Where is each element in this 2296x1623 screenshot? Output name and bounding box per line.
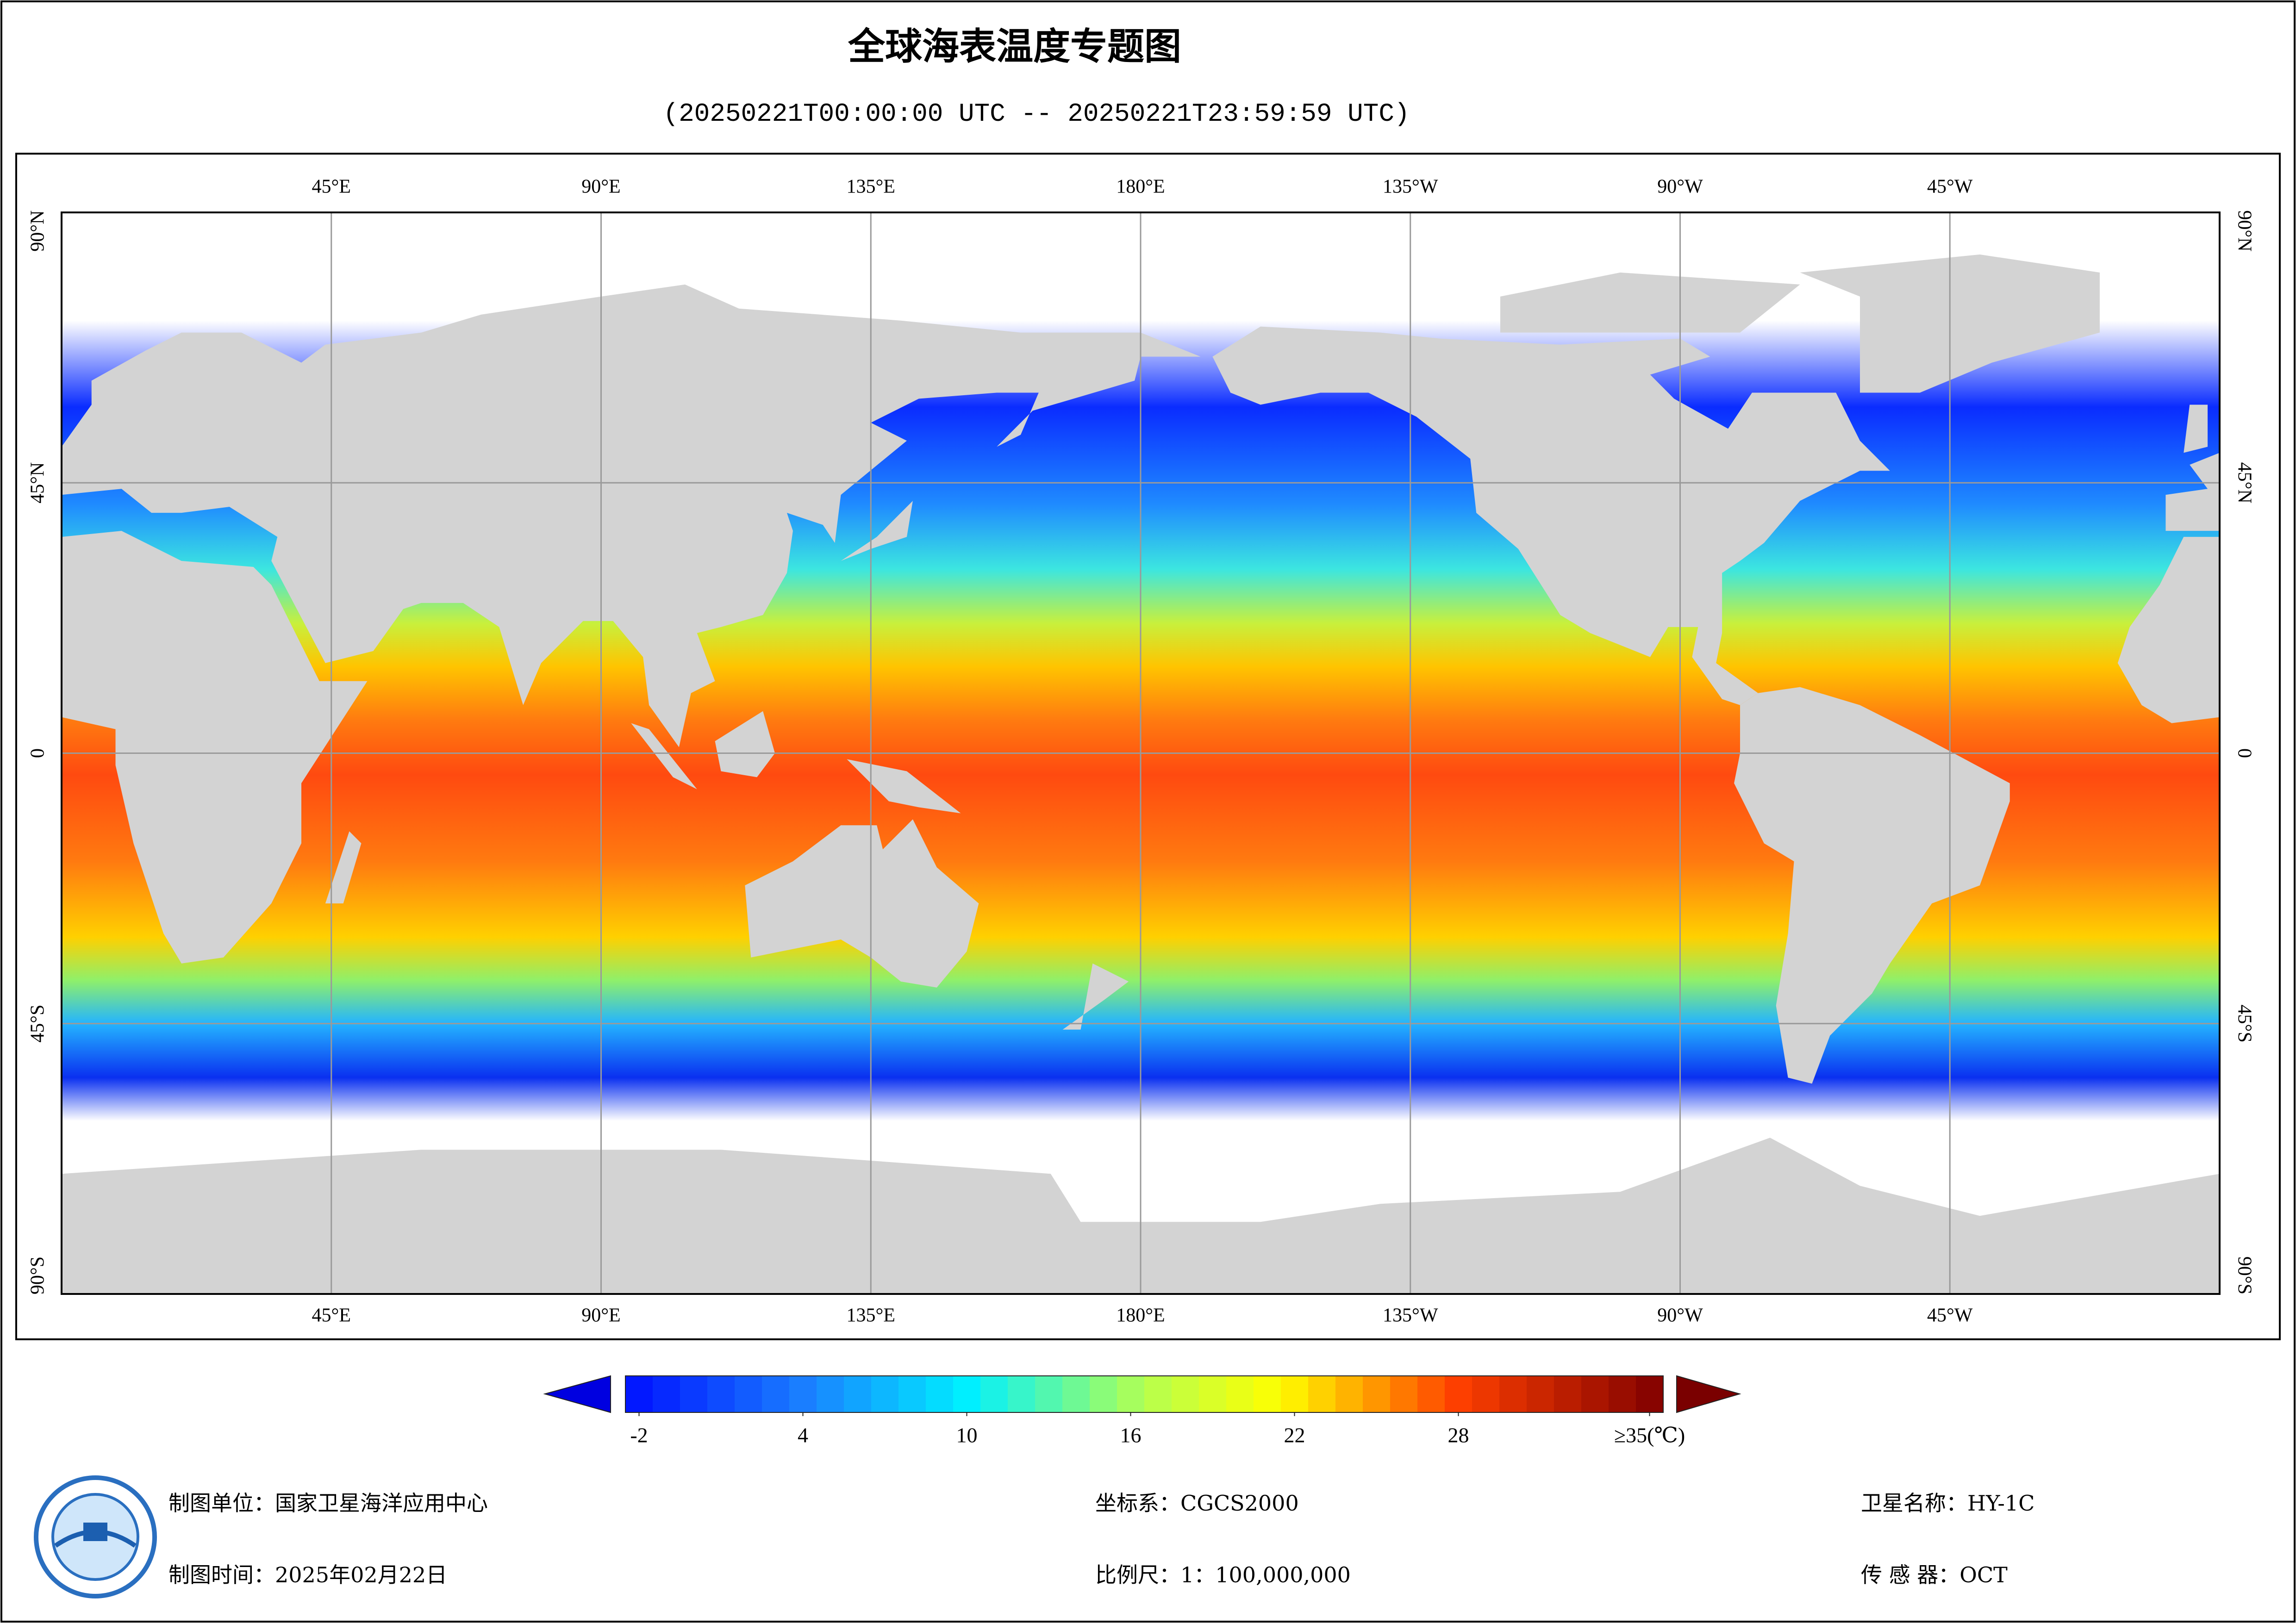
colorbar-cell bbox=[680, 1376, 708, 1412]
colorbar-cell bbox=[1035, 1376, 1063, 1412]
colorbar: -2 4 10 16 22 28 ≥35(℃) bbox=[625, 1375, 1685, 1447]
colorbar-cell bbox=[1472, 1376, 1500, 1412]
lon-label-bottom: 135°W bbox=[1383, 1305, 1438, 1326]
lat-label-left: 45°S bbox=[27, 1005, 49, 1043]
colorbar-cell bbox=[1090, 1376, 1117, 1412]
colorbar-under-arrow bbox=[543, 1375, 611, 1413]
colorbar-cell bbox=[980, 1376, 1008, 1412]
lat-label-left: 90°N bbox=[27, 210, 49, 251]
lat-label-left: 45°N bbox=[27, 462, 49, 504]
coordinate-system: 坐标系：CGCS2000 bbox=[1095, 1491, 1299, 1516]
logo bbox=[34, 1475, 157, 1598]
colorbar-cell bbox=[1581, 1376, 1609, 1412]
colorbar-label: 10 bbox=[956, 1424, 978, 1447]
colorbar-cell bbox=[1417, 1376, 1445, 1412]
colorbar-cell bbox=[1117, 1376, 1145, 1412]
colorbar-cell bbox=[653, 1376, 680, 1412]
colorbar-cell bbox=[1636, 1376, 1664, 1412]
colorbar-cell bbox=[1527, 1376, 1554, 1412]
lat-label-left: 90°S bbox=[27, 1256, 49, 1294]
colorbar-cell bbox=[789, 1376, 817, 1412]
subtitle: (20250221T00:00:00 UTC -- 20250221T23:59… bbox=[663, 99, 1410, 129]
lon-label-top: 90°W bbox=[1657, 176, 1703, 198]
colorbar-label: 22 bbox=[1284, 1424, 1305, 1447]
colorbar-cell bbox=[1226, 1376, 1254, 1412]
lat-label-left: 0 bbox=[27, 748, 49, 758]
colorbar-cell bbox=[844, 1376, 872, 1412]
lon-label-bottom: 180°E bbox=[1116, 1305, 1165, 1326]
lon-label-top: 180°E bbox=[1116, 176, 1165, 198]
colorbar-cell bbox=[1199, 1376, 1227, 1412]
colorbar-label: 28 bbox=[1448, 1424, 1469, 1447]
colorbar-cell bbox=[898, 1376, 926, 1412]
lat-label-right: 90°S bbox=[2234, 1256, 2255, 1294]
lon-label-top: 45°W bbox=[1927, 176, 1973, 198]
sensor: 传 感 器：OCT bbox=[1861, 1562, 2008, 1587]
graticule: 45°E 45°E 90°E 90°E 135°E 135°E 180°E 180°E 135°… bbox=[27, 176, 2255, 1326]
colorbar-cell bbox=[735, 1376, 762, 1412]
producer: 制图单位：国家卫星海洋应用中心 bbox=[168, 1491, 488, 1516]
colorbar-label: 16 bbox=[1120, 1424, 1142, 1447]
colorbar-cell bbox=[1335, 1376, 1363, 1412]
lon-label-top: 135°W bbox=[1383, 176, 1438, 198]
lat-label-right: 45°S bbox=[2234, 1005, 2255, 1043]
scale: 比例尺：1：100,000,000 bbox=[1095, 1562, 1351, 1587]
satellite: 卫星名称：HY-1C bbox=[1861, 1491, 2034, 1516]
lon-label-bottom: 45°E bbox=[312, 1305, 351, 1326]
lon-label-top: 135°E bbox=[847, 176, 895, 198]
colorbar-cell bbox=[926, 1376, 954, 1412]
colorbar-cell bbox=[1254, 1376, 1281, 1412]
lon-label-bottom: 135°E bbox=[847, 1305, 895, 1326]
colorbar-label: 4 bbox=[798, 1424, 808, 1447]
colorbar-cell bbox=[1554, 1376, 1582, 1412]
map-frame bbox=[61, 211, 2221, 1295]
colorbar-cell bbox=[1062, 1376, 1090, 1412]
lon-label-bottom: 45°W bbox=[1927, 1305, 1973, 1326]
lon-label-bottom: 90°E bbox=[581, 1305, 620, 1326]
colorbar-cell bbox=[953, 1376, 981, 1412]
colorbar-cell bbox=[1499, 1376, 1527, 1412]
colorbar-cell bbox=[1008, 1376, 1036, 1412]
colorbar-cell bbox=[1445, 1376, 1472, 1412]
lat-label-right: 90°N bbox=[2234, 210, 2255, 251]
production-date: 制图时间：2025年02月22日 bbox=[168, 1562, 447, 1587]
colorbar-cell bbox=[1363, 1376, 1391, 1412]
colorbar-cell bbox=[1609, 1376, 1636, 1412]
colorbar-cell bbox=[1308, 1376, 1336, 1412]
colorbar-label: -2 bbox=[630, 1424, 648, 1447]
colorbar-cell bbox=[1390, 1376, 1418, 1412]
map-box bbox=[15, 153, 2281, 1340]
colorbar-cell bbox=[1144, 1376, 1172, 1412]
colorbar-border bbox=[625, 1375, 1664, 1413]
lat-label-right: 45°N bbox=[2234, 462, 2255, 504]
lon-label-top: 90°E bbox=[581, 176, 620, 198]
colorbar-cell bbox=[1172, 1376, 1199, 1412]
colorbar-label: ≥35(℃) bbox=[1614, 1424, 1685, 1447]
colorbar-over-arrow bbox=[1676, 1375, 1741, 1413]
colorbar-cell bbox=[871, 1376, 899, 1412]
title: 全球海表温度专题图 bbox=[848, 25, 1181, 68]
lon-label-bottom: 90°W bbox=[1657, 1305, 1703, 1326]
colorbar-cell bbox=[762, 1376, 790, 1412]
colorbar-cell bbox=[625, 1376, 653, 1412]
colorbar-cell bbox=[1281, 1376, 1309, 1412]
colorbar-cell bbox=[817, 1376, 844, 1412]
lon-label-top: 45°E bbox=[312, 176, 351, 198]
lat-label-right: 0 bbox=[2234, 748, 2255, 758]
colorbar-cell bbox=[707, 1376, 735, 1412]
